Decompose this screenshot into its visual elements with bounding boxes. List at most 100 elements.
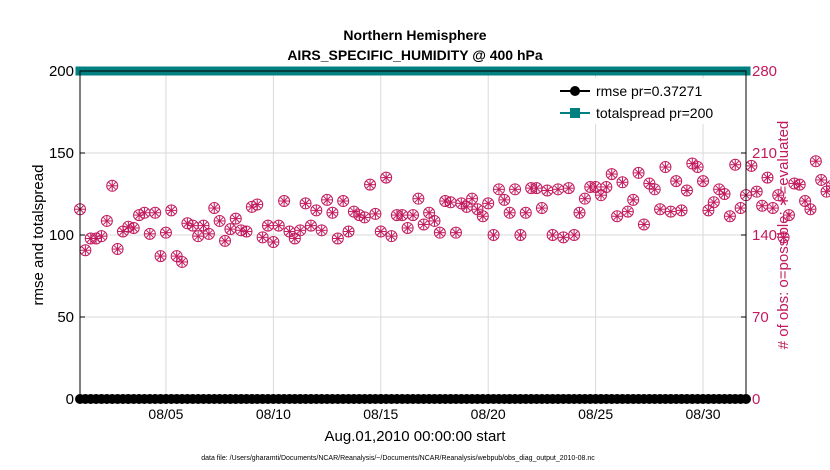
evaluated-obs-point — [96, 231, 107, 242]
evaluated-obs-point — [300, 198, 311, 209]
evaluated-obs-point — [445, 197, 456, 208]
x-tick-label: 08/30 — [686, 406, 721, 422]
possible-obs-point — [369, 207, 382, 220]
evaluated-obs-point — [289, 233, 300, 244]
evaluated-obs-point — [671, 176, 682, 187]
possible-obs-point — [315, 224, 328, 237]
evaluated-obs-point — [606, 169, 617, 180]
possible-obs-point — [509, 183, 522, 196]
evaluated-obs-point — [703, 205, 714, 216]
possible-obs-point — [417, 218, 430, 231]
evaluated-obs-point — [563, 183, 574, 194]
possible-obs-point — [466, 192, 479, 205]
possible-obs-point — [535, 202, 548, 215]
possible-obs-point — [208, 202, 221, 215]
evaluated-obs-point — [386, 231, 397, 242]
possible-obs-point — [804, 203, 817, 216]
possible-obs-point — [256, 231, 269, 244]
possible-obs-point — [723, 210, 736, 223]
evaluated-obs-point — [198, 220, 209, 231]
y-tick-label: 50 — [57, 309, 74, 326]
evaluated-obs-point — [343, 226, 354, 237]
possible-obs-point — [578, 192, 591, 205]
evaluated-obs-point — [450, 227, 461, 238]
evaluated-obs-point — [413, 193, 424, 204]
x-tick-label: 08/25 — [578, 406, 613, 422]
evaluated-obs-point — [305, 220, 316, 231]
evaluated-obs-point — [311, 205, 322, 216]
y-tick-label: 100 — [49, 227, 74, 244]
evaluated-obs-point — [558, 232, 569, 243]
evaluated-obs-point — [327, 207, 338, 218]
evaluated-obs-point — [225, 224, 236, 235]
possible-obs-point — [562, 182, 575, 195]
possible-obs-point — [697, 175, 710, 188]
evaluated-obs-point — [681, 185, 692, 196]
evaluated-obs-point — [515, 230, 526, 240]
y2-axis-ticks: 0 70 140 210 280 — [741, 63, 777, 408]
evaluated-obs-point — [107, 180, 118, 191]
evaluated-obs-point — [687, 158, 698, 169]
possible-obs-point — [777, 231, 790, 244]
possible-obs-point — [326, 206, 339, 219]
x-tick-label: 08/15 — [363, 406, 398, 422]
possible-obs-point — [229, 212, 242, 225]
evaluated-obs-point — [762, 172, 773, 183]
possible-obs-point — [702, 204, 715, 217]
evaluated-obs-point — [139, 207, 150, 218]
possible-obs-point — [594, 189, 607, 202]
evaluated-obs-point — [397, 210, 408, 221]
evaluated-obs-point — [510, 184, 521, 195]
legend-totalspread-marker — [570, 108, 580, 118]
evaluated-obs-point — [590, 181, 601, 192]
possible-obs-point — [100, 214, 113, 227]
y-tick-label: 200 — [49, 63, 74, 80]
x-axis-ticks: 08/05 08/10 08/15 08/20 08/25 08/30 — [148, 394, 721, 422]
chart-subtitle: AIRS_SPECIFIC_HUMIDITY @ 400 hPa — [287, 47, 543, 63]
legend-rmse-label: rmse pr=0.37271 — [596, 83, 702, 99]
y-tick-label: 0 — [66, 391, 74, 408]
possible-obs-point — [637, 218, 650, 231]
evaluated-obs-point — [800, 196, 811, 207]
possible-obs-point — [337, 195, 350, 208]
evaluated-obs-point — [617, 177, 628, 188]
possible-obs-point — [568, 229, 581, 241]
possible-obs-point — [165, 204, 178, 217]
evaluated-obs-point — [660, 162, 671, 173]
evaluated-obs-point — [155, 251, 166, 262]
evaluated-obs-point — [177, 256, 188, 267]
evaluated-obs-point — [553, 184, 564, 195]
possible-obs-point — [648, 183, 661, 196]
evaluated-obs-point — [751, 186, 762, 197]
evaluated-obs-point — [150, 207, 161, 218]
possible-obs-point — [632, 166, 645, 179]
evaluated-obs-point — [767, 203, 778, 214]
y2-tick-label: 140 — [752, 227, 777, 244]
possible-obs-point — [380, 171, 393, 184]
evaluated-obs-point — [542, 185, 553, 196]
possible-obs-point — [412, 192, 425, 205]
possible-obs-point — [159, 226, 172, 239]
possible-obs-point — [385, 230, 398, 243]
evaluated-obs-point — [348, 206, 359, 217]
legend-rmse-marker — [570, 86, 580, 96]
possible-obs-point — [154, 250, 167, 263]
possible-obs-point — [299, 197, 312, 210]
evaluated-obs-point — [160, 227, 171, 238]
possible-obs-point — [659, 161, 672, 174]
possible-obs-point — [503, 206, 516, 219]
evaluated-obs-point — [488, 230, 499, 240]
evaluated-obs-point — [375, 226, 386, 237]
evaluated-obs-point — [257, 232, 268, 243]
evaluated-obs-point — [757, 200, 768, 211]
evaluated-obs-point — [499, 194, 510, 205]
possible-obs-point — [750, 185, 763, 198]
evaluated-obs-point — [214, 215, 225, 226]
evaluated-obs-point — [80, 245, 91, 256]
possible-obs-point — [423, 206, 436, 219]
legend-totalspread-label: totalspread pr=200 — [596, 105, 713, 121]
evaluated-obs-point — [284, 226, 295, 237]
evaluated-obs-point — [273, 220, 284, 231]
possible-obs-point — [487, 229, 500, 241]
